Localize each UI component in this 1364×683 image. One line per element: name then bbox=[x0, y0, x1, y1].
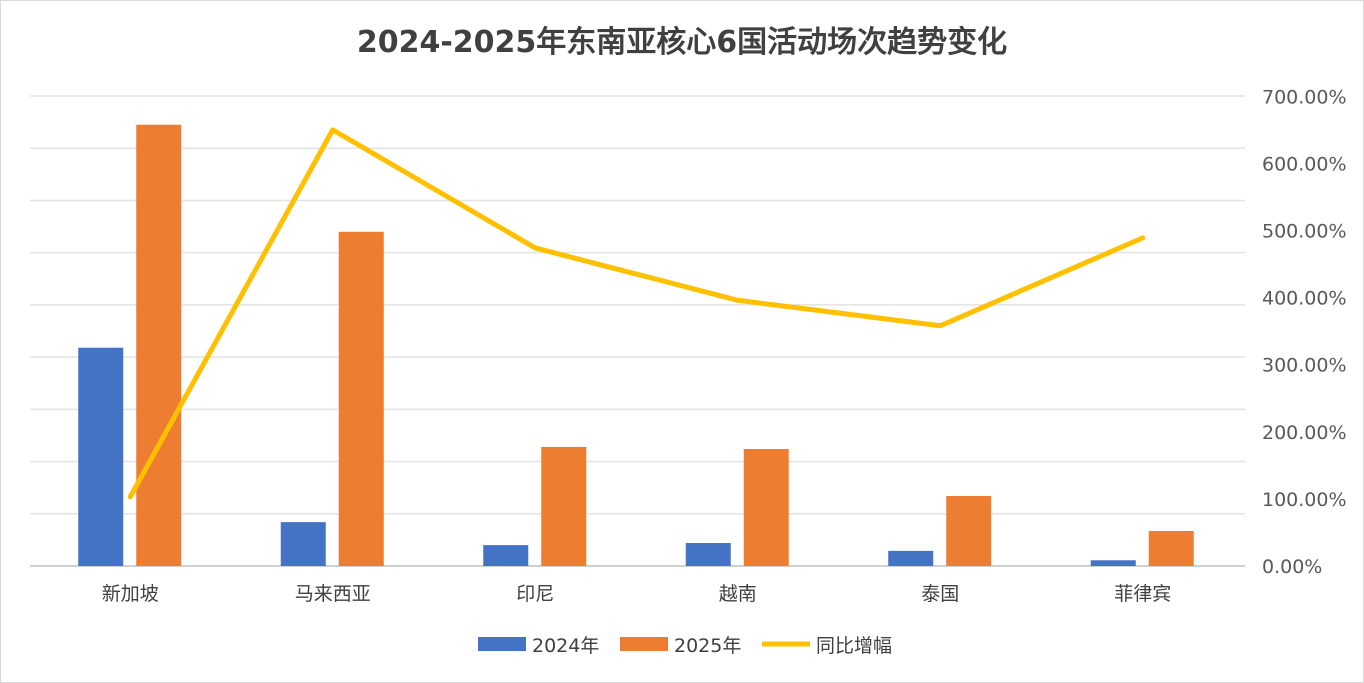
legend-label: 2024年 bbox=[532, 635, 599, 657]
right-axis-tick-label: 600.00% bbox=[1262, 153, 1347, 175]
right-axis-tick-label: 300.00% bbox=[1262, 355, 1347, 377]
category-label: 泰国 bbox=[921, 583, 959, 605]
category-label: 新加坡 bbox=[102, 583, 159, 605]
bar-2025年 bbox=[946, 496, 992, 566]
right-axis-tick-label: 200.00% bbox=[1262, 422, 1347, 444]
bar-2024年 bbox=[888, 550, 934, 566]
legend-swatch bbox=[478, 637, 526, 651]
right-axis-tick-label: 500.00% bbox=[1262, 221, 1347, 243]
right-axis-tick-label: 100.00% bbox=[1262, 489, 1347, 511]
legend-swatch bbox=[620, 637, 668, 651]
category-label: 菲律宾 bbox=[1114, 583, 1171, 605]
bar-2024年 bbox=[1090, 560, 1136, 566]
category-label: 越南 bbox=[719, 583, 757, 605]
bar-2025年 bbox=[1148, 531, 1194, 566]
chart-title: 2024-2025年东南亚核心6国活动场次趋势变化 bbox=[357, 25, 1007, 60]
bar-2024年 bbox=[483, 545, 529, 566]
legend-label: 2025年 bbox=[674, 635, 741, 657]
right-axis-tick-label: 0.00% bbox=[1262, 556, 1322, 578]
category-label: 马来西亚 bbox=[295, 583, 371, 605]
bar-2024年 bbox=[280, 522, 326, 566]
line-同比增幅 bbox=[127, 127, 1146, 500]
legend-label: 同比增幅 bbox=[816, 635, 892, 657]
bar-2025年 bbox=[136, 124, 182, 566]
right-axis-tick-label: 700.00% bbox=[1262, 86, 1347, 108]
category-label: 印尼 bbox=[516, 583, 554, 605]
bar-2025年 bbox=[338, 231, 384, 566]
bar-2024年 bbox=[78, 347, 124, 566]
bar-2025年 bbox=[541, 446, 587, 566]
bar-2025年 bbox=[743, 449, 789, 566]
right-axis-tick-label: 400.00% bbox=[1262, 288, 1347, 310]
bar-2024年 bbox=[685, 543, 731, 566]
